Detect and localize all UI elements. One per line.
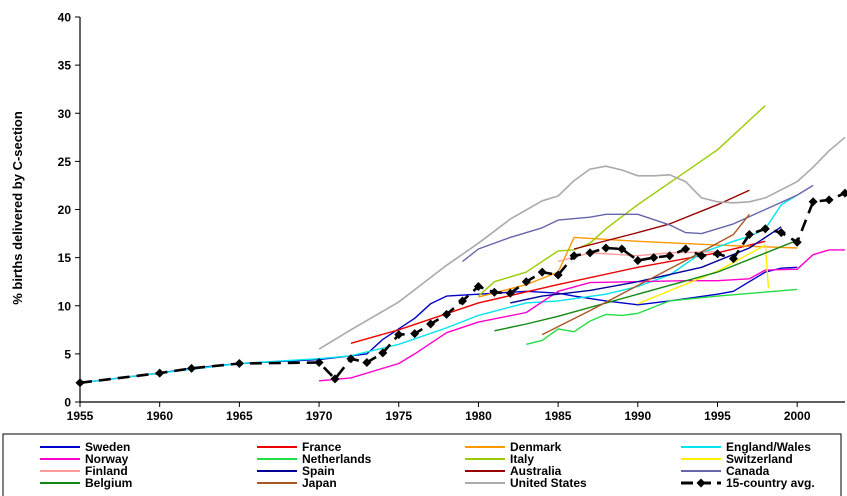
data-point-marker [75,378,85,388]
legend-label-13: Japan [302,476,337,490]
x-tick-label: 1960 [146,409,173,423]
data-point-marker [633,256,643,266]
data-point-marker [314,358,324,368]
data-point-marker [808,197,818,207]
series-line-13 [541,213,750,336]
series-line-11 [462,184,814,263]
data-point-marker [681,244,691,254]
series-line-14 [318,136,846,350]
data-point-marker [776,228,786,238]
y-axis-label: % births delivered by C-section [10,111,25,305]
data-point-marker [617,244,627,254]
data-point-marker [649,253,659,263]
legend-label-1: France [302,440,342,454]
data-point-marker [728,254,738,264]
data-point-marker [553,270,563,280]
series-line-6 [477,105,766,297]
data-point-marker [473,282,483,291]
y-tick-label: 25 [58,155,72,169]
x-tick-label: 1955 [67,409,94,423]
data-point-marker [760,224,770,234]
legend-label-2: Denmark [510,440,562,454]
data-point-marker [458,296,467,306]
series-line-9 [510,226,782,304]
legend-label-7: Switzerland [726,452,793,466]
data-point-marker [489,287,499,297]
legend-label-15: 15-country avg. [726,476,815,490]
x-tick-label: 1990 [624,409,651,423]
legend-label-11: Canada [726,464,770,478]
y-tick-label: 10 [58,299,72,313]
y-tick-label: 5 [64,347,71,361]
data-point-marker [394,330,404,340]
data-point-marker [187,363,197,373]
legend-marker [696,478,706,488]
y-tick-label: 15 [58,251,72,265]
legend-label-5: Netherlands [302,452,372,466]
data-point-marker [744,230,754,240]
y-tick-label: 40 [58,11,72,25]
legend-label-4: Norway [85,452,129,466]
legend-label-8: Finland [85,464,128,478]
x-tick-label: 1965 [226,409,253,423]
x-tick-label: 1980 [465,409,492,423]
legend: Sweden France Denmark England/Wales Norway Ne… [2,433,842,496]
data-point-marker [505,288,515,298]
data-point-marker [410,329,420,339]
data-point-marker [330,374,340,384]
y-tick-label: 35 [58,59,72,73]
legend-label-10: Australia [510,464,562,478]
y-tick-label: 30 [58,107,72,121]
legend-label-3: England/Wales [726,440,811,454]
legend-label-9: Spain [302,464,335,478]
data-point-marker [697,251,707,261]
x-tick-label: 1970 [306,409,333,423]
legend-label-14: United States [510,476,587,490]
x-tick-label: 1975 [385,409,412,423]
y-tick-label: 0 [64,396,71,410]
data-point-marker [362,358,372,368]
series-line-4 [319,249,845,382]
legend-label-0: Sweden [85,440,130,454]
series-line-3 [79,194,798,384]
data-point-marker [585,248,595,258]
legend-label-12: Belgium [85,476,132,490]
data-point-marker [569,251,579,261]
x-tick-label: 2000 [784,409,811,423]
data-point-marker [426,319,436,329]
series-line-12 [494,239,798,332]
data-point-marker [792,237,802,247]
series-line-10 [573,189,750,250]
data-point-marker [824,195,834,205]
legend-label-6: Italy [510,452,534,466]
series-line-5 [526,288,798,345]
series-line-15 [79,191,846,385]
series-line-0 [79,266,798,384]
x-tick-label: 1985 [545,409,572,423]
data-point-marker [713,249,722,259]
plot-area: 0 5 10 15 20 25 30 35 40 1955 1960 1965 1970 1975 1980… [58,11,847,423]
data-point-marker [346,354,356,364]
series-line-7 [637,244,770,305]
data-point-marker [378,348,388,358]
data-point-marker [537,267,547,277]
data-point-marker [521,277,531,287]
data-point-marker [840,188,847,198]
x-tick-label: 1995 [704,409,731,423]
data-point-marker [601,243,611,253]
data-point-marker [155,368,165,378]
data-point-marker [234,359,244,368]
y-tick-label: 20 [58,203,72,217]
data-point-marker [442,309,452,319]
data-point-marker [665,251,675,261]
